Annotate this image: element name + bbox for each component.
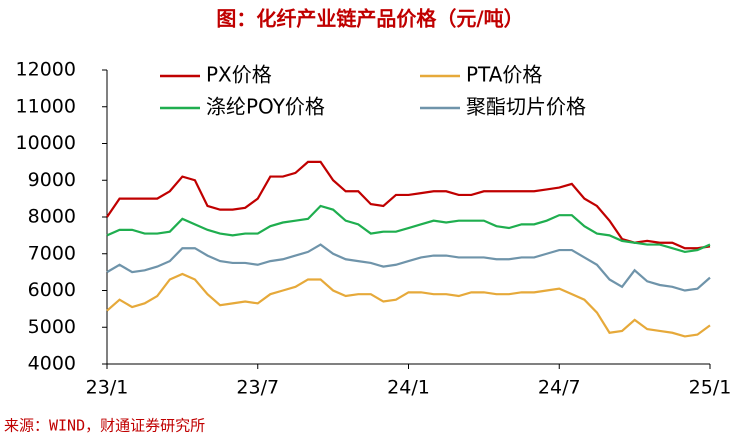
y-tick-label: 9000 [28,169,76,191]
series-line [106,204,711,254]
series-line [106,272,711,338]
y-tick-label: 10000 [16,132,76,154]
legend-label: PX价格 [206,63,272,87]
x-tick-label: 25/1 [689,377,732,399]
y-tick-label: 4000 [28,353,76,375]
y-tick-label: 11000 [16,95,76,117]
y-tick-label: 5000 [28,316,76,338]
series-line [106,243,711,292]
x-tick-label: 23/7 [236,377,279,399]
legend-label: 涤纶POY价格 [206,95,325,119]
source-note: 来源：WIND，财通证券研究所 [4,417,205,435]
legend-label: PTA价格 [466,63,542,87]
x-tick-label: 24/7 [538,377,581,399]
chart-title: 图：化纤产业链产品价格（元/吨） [216,7,523,31]
y-tick-label: 12000 [16,59,76,81]
y-tick-label: 8000 [28,206,76,228]
series-line [106,160,711,250]
x-tick-label: 24/1 [387,377,430,399]
x-tick-label: 23/1 [86,377,129,399]
y-tick-label: 7000 [28,242,76,264]
y-tick-label: 6000 [28,279,76,301]
legend-label: 聚酯切片价格 [466,95,586,119]
